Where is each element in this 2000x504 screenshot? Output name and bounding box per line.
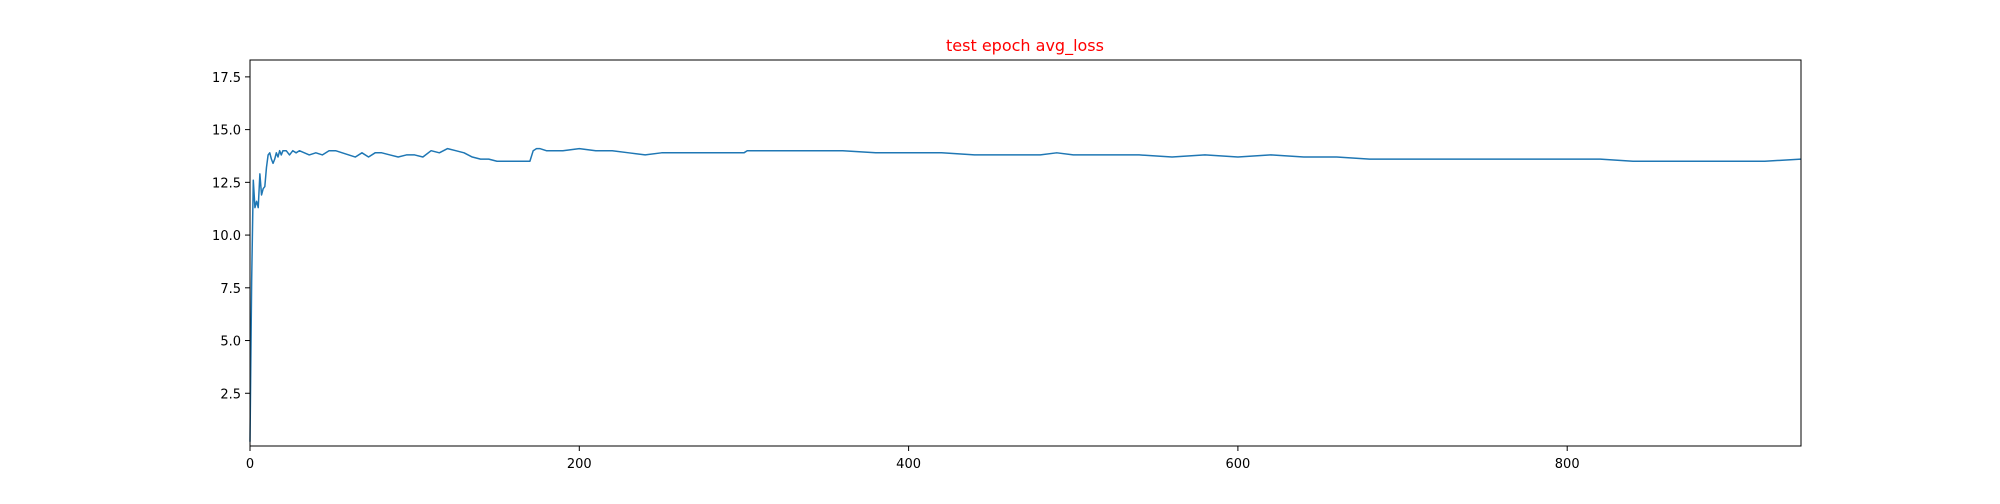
ticks-layer: 0 200 400 600 800 2.5 5.0 7.5 10.0 12.5 15.0 17.5 bbox=[212, 71, 1580, 472]
chart-title: test epoch avg_loss bbox=[946, 36, 1104, 56]
y-tick-label: 2.5 bbox=[220, 387, 241, 402]
x-tick-label: 600 bbox=[1225, 457, 1250, 472]
plot-frame bbox=[249, 59, 1802, 447]
y-tick-label: 15.0 bbox=[212, 124, 241, 139]
x-tick-label: 800 bbox=[1555, 457, 1580, 472]
y-tick-label: 5.0 bbox=[220, 335, 241, 350]
series-layer bbox=[249, 147, 1802, 442]
y-tick-label: 12.5 bbox=[212, 176, 241, 191]
x-tick-label: 200 bbox=[567, 457, 592, 472]
series-line-0 bbox=[249, 147, 1802, 442]
x-tick-label: 400 bbox=[896, 457, 921, 472]
y-tick-label: 10.0 bbox=[212, 229, 241, 244]
y-tick-label: 17.5 bbox=[212, 71, 241, 86]
x-tick-label: 0 bbox=[246, 457, 254, 472]
y-tick-label: 7.5 bbox=[220, 282, 241, 297]
